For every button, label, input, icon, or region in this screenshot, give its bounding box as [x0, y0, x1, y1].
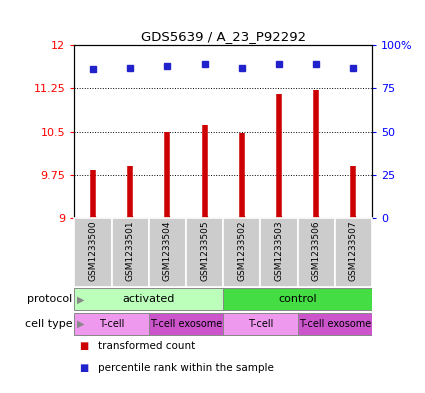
- Text: control: control: [278, 294, 317, 304]
- Text: GSM1233503: GSM1233503: [275, 221, 283, 281]
- Text: ▶: ▶: [76, 319, 84, 329]
- Text: GSM1233507: GSM1233507: [349, 221, 358, 281]
- Bar: [223, 288, 372, 310]
- Bar: [223, 218, 260, 287]
- Text: T-cell exosome: T-cell exosome: [298, 319, 371, 329]
- Bar: [223, 313, 298, 335]
- Text: transformed count: transformed count: [98, 341, 195, 351]
- Text: ■: ■: [79, 341, 88, 351]
- Text: cell type: cell type: [25, 319, 72, 329]
- Bar: [74, 218, 111, 287]
- Bar: [260, 218, 298, 287]
- Text: T-cell: T-cell: [99, 319, 124, 329]
- Text: protocol: protocol: [27, 294, 72, 304]
- Text: GSM1233505: GSM1233505: [200, 221, 209, 281]
- Bar: [186, 218, 223, 287]
- Bar: [111, 218, 149, 287]
- Text: GSM1233502: GSM1233502: [237, 221, 246, 281]
- Text: ■: ■: [79, 363, 88, 373]
- Bar: [298, 313, 372, 335]
- Bar: [335, 218, 372, 287]
- Text: GSM1233506: GSM1233506: [312, 221, 320, 281]
- Text: ▶: ▶: [76, 294, 84, 304]
- Text: T-cell exosome: T-cell exosome: [150, 319, 222, 329]
- Text: GSM1233500: GSM1233500: [88, 221, 97, 281]
- Bar: [149, 313, 223, 335]
- Bar: [149, 218, 186, 287]
- Bar: [74, 288, 223, 310]
- Title: GDS5639 / A_23_P92292: GDS5639 / A_23_P92292: [141, 29, 306, 42]
- Text: GSM1233501: GSM1233501: [126, 221, 135, 281]
- Bar: [74, 313, 149, 335]
- Text: GSM1233504: GSM1233504: [163, 221, 172, 281]
- Text: T-cell: T-cell: [248, 319, 273, 329]
- Text: percentile rank within the sample: percentile rank within the sample: [98, 363, 274, 373]
- Bar: [298, 218, 335, 287]
- Text: activated: activated: [122, 294, 175, 304]
